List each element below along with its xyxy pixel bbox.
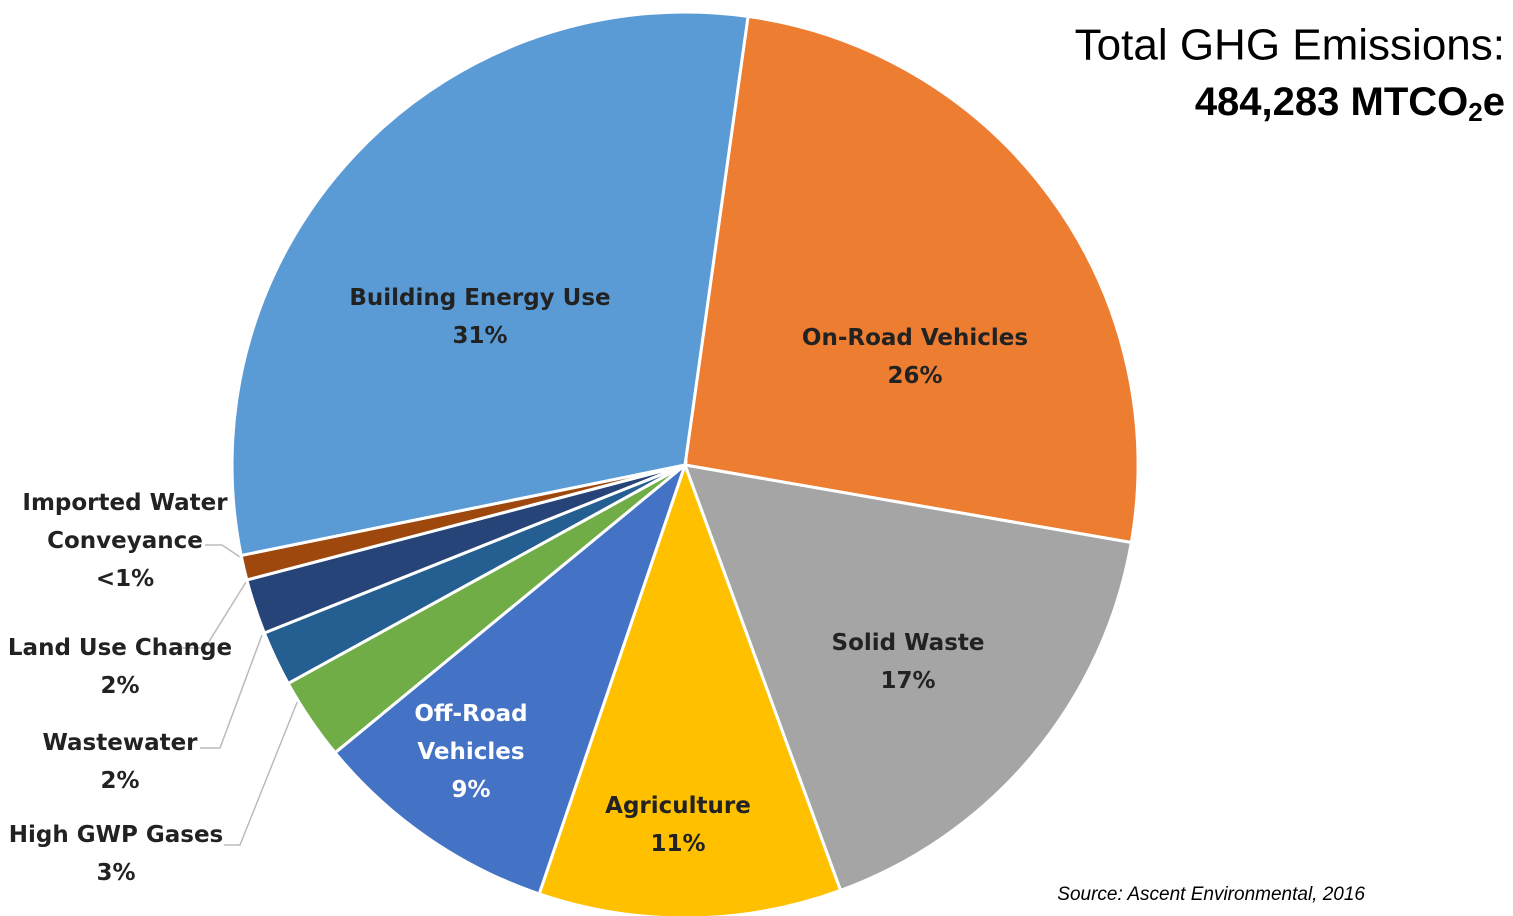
value-label: 26% [887,363,942,389]
subtitle-text: e [1483,80,1505,124]
category-name: Imported Water Conveyance [22,490,228,554]
pie-slice [537,460,843,916]
value-label: 9% [451,777,490,803]
pie [230,10,1140,916]
value-label: 17% [880,668,935,694]
value-label: 2% [100,768,139,794]
category-name: On-Road Vehicles [802,325,1028,351]
value-label: 31% [452,323,507,349]
slice-label: Wastewater 2% [42,730,198,794]
category-name: Building Energy Use [349,285,610,311]
slice-labels: On-Road Vehicles 26% Solid Waste 17% Agricul… [8,285,1028,886]
category-name: Land Use Change [8,635,232,661]
value-label: 2% [100,673,139,699]
subtitle-text: 484,283 MTCO [1195,80,1468,124]
chart-subtitle: 484,283 MTCO2e [1195,80,1505,127]
slice-label: Solid Waste 17% [832,630,985,694]
value-label: 3% [96,860,135,886]
slice-label: Land Use Change 2% [8,635,232,699]
category-name: High GWP Gases [9,822,223,848]
slice-label: On-Road Vehicles 26% [802,325,1028,389]
slice-label: Imported Water Conveyance <1% [22,490,228,592]
slice-label: Agriculture 11% [605,793,751,857]
pie-slice [230,10,750,558]
category-name: Wastewater [42,730,198,756]
value-label: <1% [96,566,154,592]
pie-slice [682,463,1134,893]
leader-line [224,699,299,846]
source-note: Source: Ascent Environmental, 2016 [1057,884,1365,905]
slice-label: High GWP Gases 3% [9,822,223,886]
pie-slice [683,14,1140,545]
slice-label: Building Energy Use 31% [349,285,610,349]
category-name: Off-Road Vehicles [414,701,527,765]
leader-line [205,544,241,558]
pie-slice [332,460,689,896]
subtitle-subscript: 2 [1468,97,1482,127]
category-name: Solid Waste [832,630,985,656]
leader-line [178,581,247,649]
leader-line [200,634,263,749]
category-name: Agriculture [605,793,751,819]
leader-lines [178,544,299,846]
chart-title: Total GHG Emissions: [1075,21,1505,70]
slice-label: Off-Road Vehicles 9% [414,701,527,803]
value-label: 11% [650,831,705,857]
